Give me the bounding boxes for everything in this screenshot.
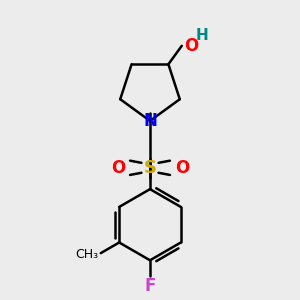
Text: CH₃: CH₃ xyxy=(76,248,99,261)
Text: O: O xyxy=(111,159,125,177)
Text: H: H xyxy=(196,28,209,43)
Text: N: N xyxy=(143,112,157,130)
Text: S: S xyxy=(143,159,157,177)
Text: O: O xyxy=(184,37,199,55)
Text: O: O xyxy=(175,159,189,177)
Text: F: F xyxy=(144,277,156,295)
